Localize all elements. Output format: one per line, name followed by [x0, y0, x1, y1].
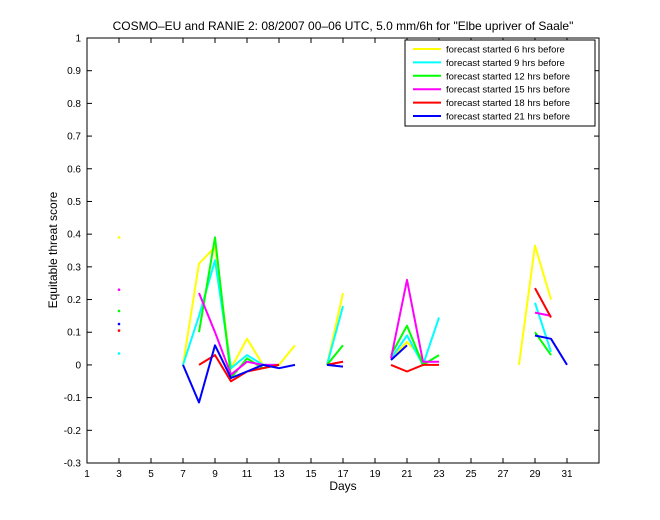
y-tick-label: 1 — [75, 34, 81, 45]
data-point — [117, 236, 121, 239]
x-tick-label: 13 — [273, 469, 285, 480]
y-tick-label: 0.5 — [67, 197, 81, 208]
series-line — [326, 363, 344, 368]
series-line — [390, 363, 439, 373]
series-line — [534, 334, 568, 366]
x-tick-label: 17 — [337, 469, 349, 480]
y-tick-label: -0.2 — [64, 426, 82, 437]
x-tick-label: 11 — [242, 469, 253, 480]
x-tick-label: 25 — [465, 469, 477, 480]
legend-box — [404, 39, 596, 127]
x-tick-label: 15 — [305, 469, 317, 480]
data-point — [117, 309, 121, 313]
legend-entry: forecast started 18 hrs before — [446, 98, 570, 109]
series-line — [534, 287, 552, 318]
x-tick-label: 5 — [148, 469, 154, 480]
series-line — [390, 344, 408, 361]
legend: forecast started 6 hrs before forecast st… — [404, 39, 596, 127]
y-tick-label: -0.3 — [64, 459, 82, 470]
series-line — [390, 317, 440, 366]
legend-entry: forecast started 9 hrs before — [446, 58, 565, 69]
legend-entry: forecast started 15 hrs before — [446, 85, 570, 96]
series-line — [182, 344, 296, 404]
y-tick-label: 0.6 — [67, 164, 81, 175]
y-tick-label: -0.1 — [64, 393, 82, 404]
x-tick-label: 21 — [401, 469, 413, 480]
series-line — [390, 278, 439, 363]
x-axis-title: Days — [329, 479, 356, 493]
x-tick-label: 27 — [497, 469, 509, 480]
series-line — [534, 311, 552, 317]
series-line — [534, 302, 552, 353]
data-point — [117, 329, 121, 332]
x-tick-label: 23 — [433, 469, 445, 480]
chart-title: COSMO–EU and RANIE 2: 08/2007 00–06 UTC,… — [113, 19, 574, 33]
data-point — [117, 322, 121, 326]
x-tick-label: 3 — [116, 469, 122, 480]
legend-entry: forecast started 12 hrs before — [446, 71, 570, 82]
x-tick-label: 29 — [529, 469, 541, 480]
y-tick-label: 0.1 — [67, 328, 81, 339]
series-line — [518, 244, 552, 366]
series-line — [326, 344, 344, 366]
data-point — [117, 288, 121, 292]
y-tick-label: 0.7 — [67, 132, 81, 143]
y-tick-label: 0.8 — [67, 99, 81, 110]
y-tick-label: 0.9 — [67, 66, 81, 77]
y-axis-title: Equitable threat score — [46, 191, 60, 308]
data-point — [117, 352, 121, 355]
series-line — [390, 324, 440, 366]
y-tick-label: 0.2 — [67, 295, 81, 306]
x-tick-label: 31 — [561, 469, 573, 480]
y-tick-label: 0.4 — [67, 230, 81, 241]
legend-entry: forecast started 21 hrs before — [446, 112, 570, 123]
series-6 — [117, 322, 568, 404]
legend-entry: forecast started 6 hrs before — [446, 45, 565, 56]
x-tick-label: 7 — [180, 469, 186, 480]
x-tick-label: 19 — [369, 469, 381, 480]
series-line — [326, 305, 344, 366]
y-tick-label: 0 — [75, 360, 81, 371]
x-tick-label: 9 — [212, 469, 218, 480]
x-tick-label: 1 — [84, 469, 90, 480]
y-tick-label: 0.3 — [67, 262, 81, 273]
